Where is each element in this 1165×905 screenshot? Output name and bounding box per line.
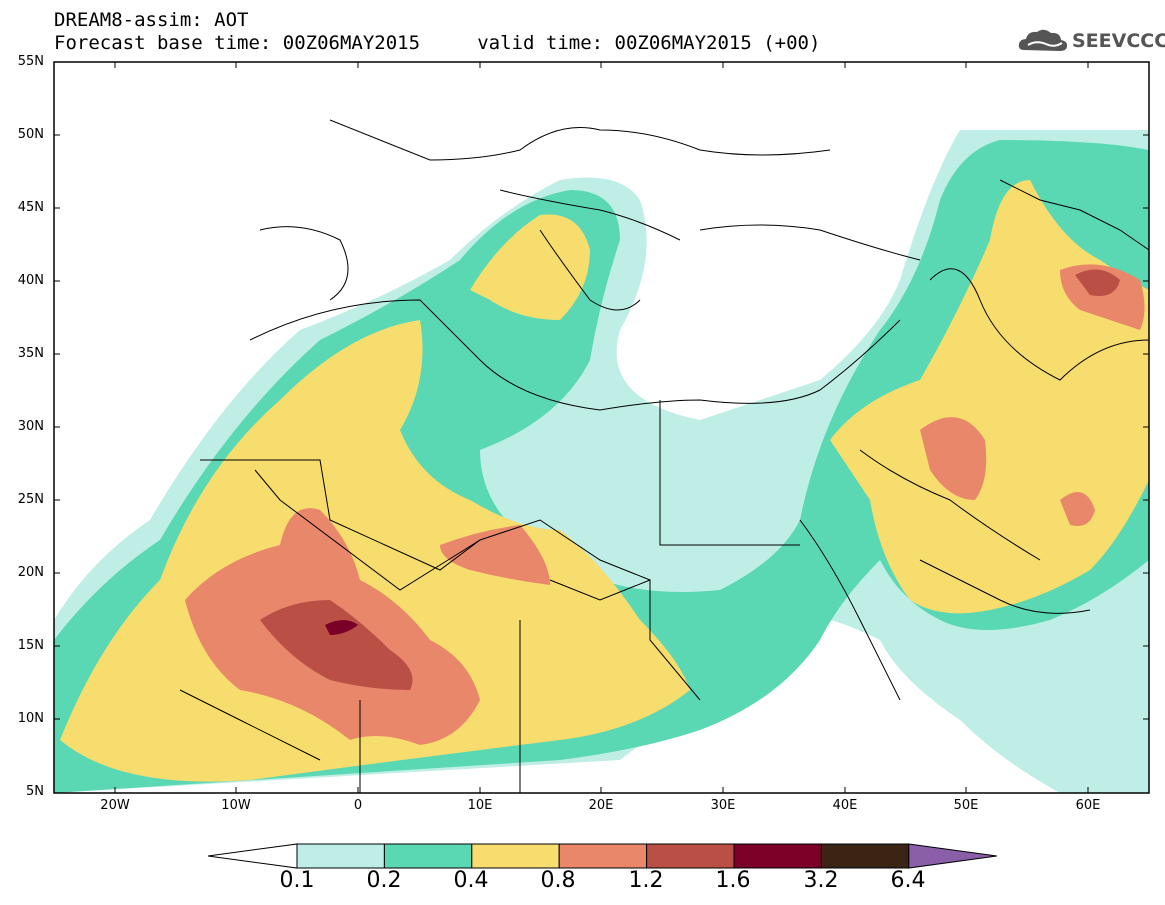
- colorbar-swatch: [384, 844, 471, 868]
- colorbar-label: 0.4: [446, 868, 496, 893]
- colorbar-swatch: [734, 844, 821, 868]
- colorbar-swatch: [647, 844, 734, 868]
- colorbar-swatch: [559, 844, 646, 868]
- colorbar-swatch-under: [208, 844, 297, 868]
- colorbar-label: 1.2: [621, 868, 671, 893]
- colorbar-label: 0.2: [359, 868, 409, 893]
- colorbar-label: 0.1: [272, 868, 322, 893]
- colorbar-swatch: [821, 844, 908, 868]
- colorbar-swatch: [297, 844, 384, 868]
- colorbar-label: 0.8: [533, 868, 583, 893]
- colorbar-swatch-over: [909, 844, 997, 868]
- colorbar-label: 3.2: [796, 868, 846, 893]
- colorbar-label: 1.6: [708, 868, 758, 893]
- colorbar-label: 6.4: [883, 868, 933, 893]
- colorbar-swatch: [472, 844, 559, 868]
